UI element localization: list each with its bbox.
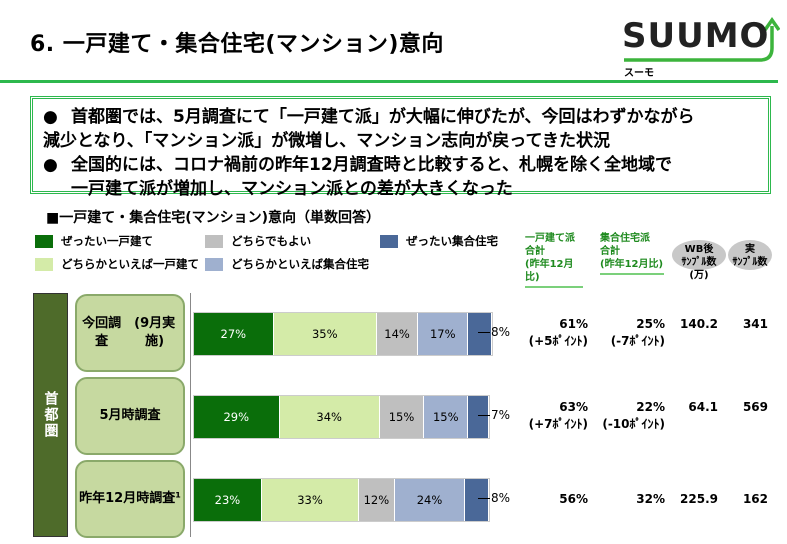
condo-total: 22% (-10ﾎﾟｲﾝﾄ): [602, 400, 665, 431]
title-divider: [0, 80, 778, 83]
wb-sample: 225.9: [680, 492, 718, 506]
bar-segment-label: 14%: [376, 313, 419, 355]
stacked-bar: 29% 34% 15% 15%: [193, 395, 490, 439]
house-total: 63% (+7ﾎﾟｲﾝﾄ): [528, 400, 588, 431]
legend-label: ぜったい集合住宅: [406, 234, 498, 248]
legend-swatch: [35, 257, 53, 271]
bullet-icon: ●: [43, 155, 58, 175]
summary-line: 減少となり、「マンション派」が微増し、マンション志向が戻ってきた状況: [43, 131, 610, 151]
real-sample: 162: [742, 492, 768, 506]
region-label: 首都圏: [33, 293, 68, 537]
summary-line: 全国的には、コロナ禍前の昨年12月調査時と比較すると、札幌を除く全地域で: [71, 155, 672, 175]
legend-item: どちらかといえば集合住宅: [205, 256, 369, 272]
legend-label: どちらかといえば一戸建て: [61, 257, 199, 271]
summary-box: ● 首都圏では、5月調査にて「一戸建て派」が大幅に伸びたが、今回はわずかながら 減…: [30, 96, 771, 199]
bar-segment-label: 33%: [261, 479, 360, 521]
logo-subtext: スーモ: [624, 68, 654, 79]
suumo-logo: [620, 14, 781, 80]
bar-segment-label: 23%: [194, 479, 262, 521]
stacked-bar: 23% 33% 12% 24%: [193, 478, 490, 522]
summary-item: ● 首都圏では、5月調査にて「一戸建て派」が大幅に伸びたが、今回はわずかながら: [43, 105, 758, 129]
bar-segment-label: 12%: [359, 479, 395, 521]
legend-label: ぜったい一戸建て: [61, 234, 153, 248]
bullet-icon: ●: [43, 107, 58, 127]
legend-swatch: [35, 234, 53, 248]
real-sample: 341: [742, 317, 768, 331]
house-total-header: 一戸建て派 合計 (昨年12月比): [525, 232, 583, 288]
legend-item: どちらでもよい: [205, 233, 311, 249]
summary-line: 首都圏では、5月調査にて「一戸建て派」が大幅に伸びたが、今回はわずかながら: [71, 107, 695, 127]
condo-total: 32%: [636, 492, 665, 506]
legend-item: ぜったい一戸建て: [35, 233, 153, 249]
legend-label: どちらかといえば集合住宅: [231, 257, 369, 271]
condo-total-header: 集合住宅派 合計 (昨年12月比): [600, 232, 664, 275]
real-sample: 569: [742, 400, 768, 414]
summary-line: 一戸建て派が増加し、マンション派との差が大きくなった: [71, 179, 513, 199]
summary-item: ● 全国的には、コロナ禍前の昨年12月調査時と比較すると、札幌を除く全地域で: [43, 153, 758, 177]
bar-segment-label: 24%: [394, 479, 466, 521]
condo-total: 25% (-7ﾎﾟｲﾝﾄ): [610, 317, 665, 348]
axis-line: [190, 293, 191, 537]
house-total: 56%: [559, 492, 588, 506]
category-label: 昨年 12月時調査¹: [75, 460, 185, 538]
bar-segment-label: 29%: [194, 396, 280, 438]
bar-segment-label: 15%: [424, 396, 469, 438]
data-label: 7%: [478, 408, 510, 422]
bar-segment-label: 17%: [418, 313, 469, 355]
wb-sample: 140.2: [680, 317, 718, 331]
legend-item: どちらかといえば一戸建て: [35, 256, 199, 272]
legend-swatch: [205, 234, 223, 248]
page-title: 6. 一戸建て・集合住宅(マンション)意向: [30, 32, 444, 57]
legend-label: どちらでもよい: [231, 234, 312, 248]
bar-segment-label: 27%: [194, 313, 274, 355]
wb-sample-header: WB後 ｻﾝﾌﾟﾙ数(万): [672, 240, 726, 281]
legend-swatch: [380, 234, 398, 248]
logo-arrow-icon: [624, 16, 781, 62]
bar-segment-label: 34%: [279, 396, 380, 438]
chart-title: ■一戸建て・集合住宅(マンション)意向（単数回答）: [46, 210, 381, 226]
legend-item: ぜったい集合住宅: [380, 233, 498, 249]
data-label: 8%: [478, 325, 510, 339]
logo-text: SUUMO: [622, 16, 770, 56]
house-total: 61% (+5ﾎﾟｲﾝﾄ): [528, 317, 588, 348]
bar-segment-label: 15%: [379, 396, 425, 438]
wb-sample: 64.1: [688, 400, 718, 414]
stacked-bar: 27% 35% 14% 17%: [193, 312, 493, 356]
category-label: 今回調査 (9月実施): [75, 294, 185, 372]
legend-swatch: [205, 257, 223, 271]
category-label: 5月時調査: [75, 377, 185, 455]
bar-segment-label: 35%: [273, 313, 377, 355]
data-label: 8%: [478, 491, 510, 505]
real-sample-header: 実ｻﾝﾌﾟﾙ数: [728, 240, 772, 270]
